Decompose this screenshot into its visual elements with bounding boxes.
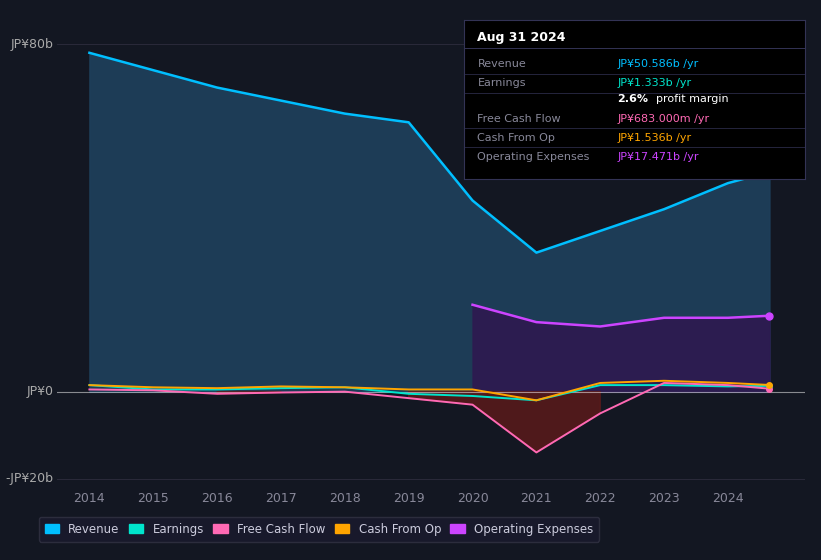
Legend: Revenue, Earnings, Free Cash Flow, Cash From Op, Operating Expenses: Revenue, Earnings, Free Cash Flow, Cash …: [39, 517, 599, 542]
Text: 2.6%: 2.6%: [617, 95, 649, 104]
Text: -JP¥20b: -JP¥20b: [6, 472, 53, 485]
Text: Operating Expenses: Operating Expenses: [478, 152, 589, 162]
Text: JP¥1.536b /yr: JP¥1.536b /yr: [617, 133, 691, 143]
Text: JP¥50.586b /yr: JP¥50.586b /yr: [617, 59, 699, 69]
Text: Earnings: Earnings: [478, 78, 526, 88]
Text: Cash From Op: Cash From Op: [478, 133, 555, 143]
Text: JP¥1.333b /yr: JP¥1.333b /yr: [617, 78, 691, 88]
Text: Aug 31 2024: Aug 31 2024: [478, 31, 566, 44]
Text: JP¥683.000m /yr: JP¥683.000m /yr: [617, 114, 709, 124]
Text: Revenue: Revenue: [478, 59, 526, 69]
Text: JP¥80b: JP¥80b: [11, 38, 53, 50]
Text: Free Cash Flow: Free Cash Flow: [478, 114, 561, 124]
Text: JP¥0: JP¥0: [27, 385, 53, 398]
Text: JP¥17.471b /yr: JP¥17.471b /yr: [617, 152, 699, 162]
Text: profit margin: profit margin: [656, 95, 729, 104]
